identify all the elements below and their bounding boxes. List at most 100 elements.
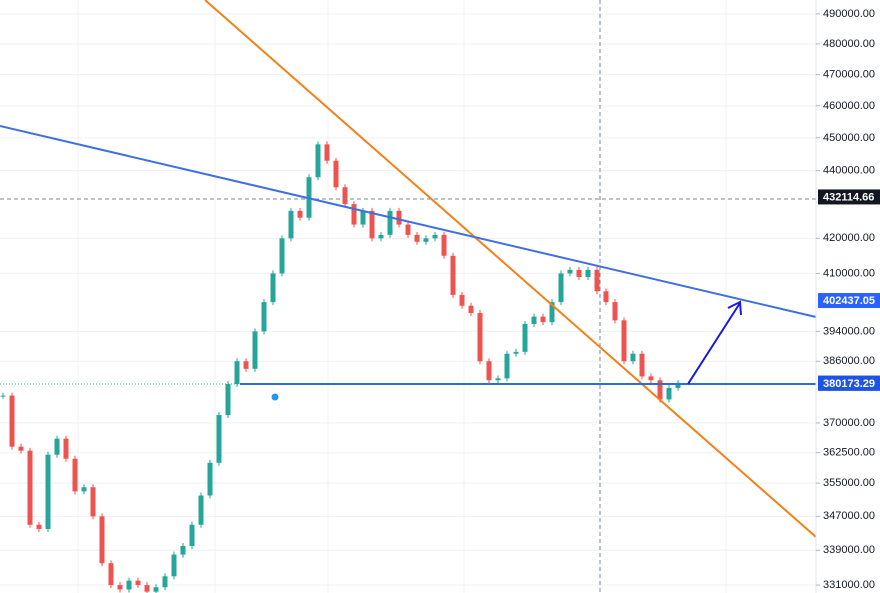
candle [54, 438, 60, 455]
candle [171, 554, 177, 577]
candle [207, 462, 213, 496]
y-tick-label: 370000.00 [823, 417, 875, 429]
candle [45, 454, 51, 529]
candle [162, 576, 168, 588]
candle [378, 234, 384, 239]
candle [504, 353, 510, 379]
candle [558, 273, 564, 303]
candle [117, 585, 123, 590]
y-tick-label: 386000.00 [823, 355, 875, 367]
y-tick-label: 339000.00 [823, 544, 875, 556]
candle [639, 353, 645, 377]
candle [450, 255, 456, 295]
candle [288, 210, 294, 239]
blue-trendline [0, 125, 817, 318]
price-label: 402437.05 [823, 295, 875, 307]
candle [522, 324, 528, 352]
arrow-head [727, 300, 742, 316]
candle [360, 210, 366, 225]
candle [549, 302, 555, 323]
y-tick-label: 420000.00 [823, 232, 875, 244]
arrow-shaft [687, 302, 741, 385]
candle [81, 487, 87, 492]
candle [396, 210, 402, 225]
candle [216, 415, 222, 463]
y-tick-label: 490000.00 [823, 8, 875, 20]
y-tick-label: 470000.00 [823, 68, 875, 80]
candle [234, 361, 240, 385]
candle [369, 210, 375, 239]
candle [414, 234, 420, 242]
y-tick-label: 480000.00 [823, 38, 875, 50]
candle [423, 238, 429, 242]
y-tick-label: 331000.00 [823, 579, 875, 591]
candle [468, 305, 474, 314]
candle [36, 524, 42, 529]
candle [252, 331, 258, 369]
candle [594, 269, 600, 292]
candle [513, 351, 519, 354]
axis-labels: 490000.00 480000.00 470000.00 460000.00 4500… [816, 8, 880, 591]
candle [477, 313, 483, 362]
candle [387, 210, 393, 235]
candle [630, 353, 636, 362]
y-tick-label: 410000.00 [823, 267, 875, 279]
candle [576, 269, 582, 277]
candle [9, 395, 15, 447]
candle [270, 273, 276, 303]
marker-dot [271, 393, 279, 401]
candle [351, 204, 357, 225]
candle [657, 380, 663, 400]
candle [531, 316, 537, 325]
candle [459, 294, 465, 306]
candle [675, 382, 681, 388]
candle [261, 302, 267, 332]
candle [63, 438, 69, 459]
price-label-bg [818, 375, 880, 391]
y-tick-label: 355000.00 [823, 477, 875, 489]
candle [108, 563, 114, 586]
candle [243, 361, 249, 369]
y-tick-label: 450000.00 [823, 132, 875, 144]
candle [648, 376, 654, 381]
candle [567, 269, 573, 274]
candle [180, 546, 186, 555]
candle [225, 384, 231, 416]
price-label-bg [818, 293, 880, 309]
candle [144, 585, 150, 592]
y-tick-label: 440000.00 [823, 165, 875, 177]
candle [432, 234, 438, 239]
candle [333, 160, 339, 188]
candle [540, 316, 546, 323]
y-tick-label: 362500.00 [823, 447, 875, 459]
candle [603, 291, 609, 303]
candle [342, 187, 348, 205]
candle [135, 580, 141, 586]
price-label: 432114.66 [823, 191, 874, 203]
candle [405, 224, 411, 235]
candle [279, 238, 285, 274]
candle [495, 378, 501, 381]
candle [0, 395, 6, 397]
candle [585, 269, 591, 277]
candle [27, 450, 33, 525]
price-label-bg [818, 189, 880, 205]
candle [99, 516, 105, 564]
candle [189, 524, 195, 547]
grid [0, 13, 816, 586]
candle [621, 320, 627, 362]
y-tick-label: 460000.00 [823, 100, 875, 112]
candle [126, 580, 132, 590]
candles [0, 141, 681, 593]
candle [18, 446, 24, 451]
candle [153, 587, 159, 592]
price-label: 380173.29 [823, 378, 875, 390]
candle [72, 458, 78, 492]
candle [612, 302, 618, 321]
orange-trendline [204, 0, 817, 538]
candle [666, 387, 672, 400]
y-tick-label: 347000.00 [823, 510, 875, 522]
candle [198, 495, 204, 525]
candle [324, 144, 330, 161]
